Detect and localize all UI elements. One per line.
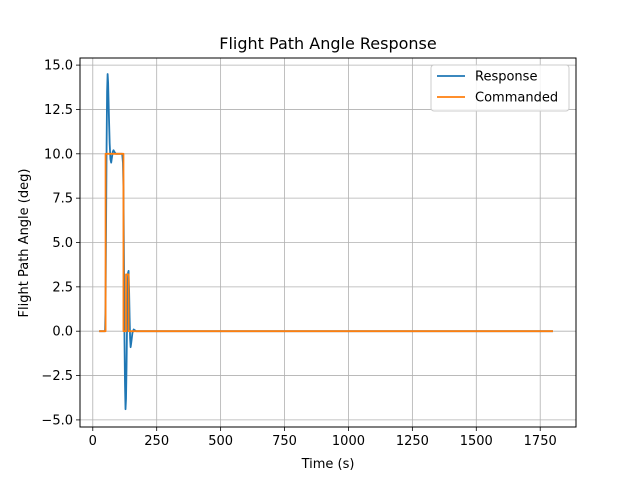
legend: Response Commanded <box>430 64 570 112</box>
x-tick-label: 0 <box>89 434 97 449</box>
x-tick-label: 750 <box>272 434 297 449</box>
chart-title: Flight Path Angle Response <box>219 34 436 53</box>
y-axis-label: Flight Path Angle (deg) <box>17 169 32 318</box>
legend-entry-label: Commanded <box>475 91 558 106</box>
legend-box <box>430 64 570 112</box>
series-line-commanded <box>99 152 553 333</box>
y-tick-label: 15.0 <box>44 59 73 74</box>
y-tick-label: −5.0 <box>41 413 73 428</box>
y-tick-label: 0.0 <box>52 325 73 340</box>
x-tick-label: 1500 <box>460 434 493 449</box>
y-tick-label: 2.5 <box>52 280 73 295</box>
series-layer <box>99 73 553 411</box>
y-tick-label: 12.5 <box>44 103 73 118</box>
ticks: 0 250 500 750 1000 1250 1500 1750 −5.0 −2.5 0.0 2.5… <box>41 59 556 449</box>
x-tick-label: 1000 <box>332 434 365 449</box>
x-axis-label: Time (s) <box>301 457 355 472</box>
y-tick-label: 5.0 <box>52 236 73 251</box>
y-tick-label: −2.5 <box>41 369 73 384</box>
x-tick-label: 500 <box>208 434 233 449</box>
y-tick-label: 10.0 <box>44 147 73 162</box>
legend-entry-label: Response <box>475 70 537 85</box>
x-tick-label: 1750 <box>524 434 557 449</box>
x-tick-label: 1250 <box>396 434 429 449</box>
x-tick-label: 250 <box>144 434 169 449</box>
y-tick-label: 7.5 <box>52 192 73 207</box>
